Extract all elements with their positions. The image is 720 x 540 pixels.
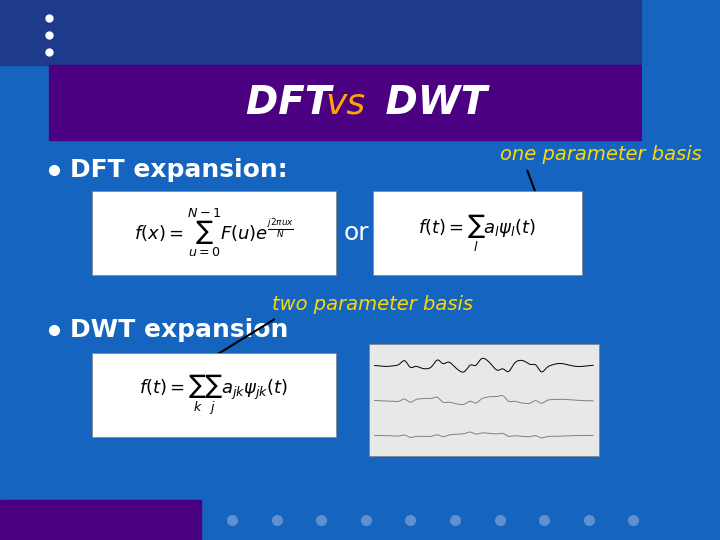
Text: vs: vs <box>325 86 365 120</box>
Text: two parameter basis: two parameter basis <box>272 295 473 314</box>
Bar <box>0 0 642 65</box>
Text: DFT: DFT <box>246 84 345 122</box>
Text: DFT expansion:: DFT expansion: <box>70 158 287 182</box>
Text: $f(t) = \sum_{l} a_l \psi_l(t)$: $f(t) = \sum_{l} a_l \psi_l(t)$ <box>418 212 536 254</box>
Text: DWT: DWT <box>345 84 487 122</box>
Text: or: or <box>344 221 369 245</box>
Text: $f(x) = \sum_{u=0}^{N-1} F(u)e^{\frac{j2\pi ux}{N}}$: $f(x) = \sum_{u=0}^{N-1} F(u)e^{\frac{j2… <box>134 206 294 260</box>
Text: one parameter basis: one parameter basis <box>500 145 701 165</box>
FancyBboxPatch shape <box>373 191 582 275</box>
Text: DWT expansion: DWT expansion <box>70 318 288 342</box>
FancyBboxPatch shape <box>92 191 336 275</box>
FancyBboxPatch shape <box>92 353 336 437</box>
FancyBboxPatch shape <box>369 344 598 456</box>
Text: $f(t) = \sum_{k}\sum_{j} a_{jk} \psi_{jk}(t)$: $f(t) = \sum_{k}\sum_{j} a_{jk} \psi_{jk… <box>140 373 289 417</box>
Bar <box>49 65 642 140</box>
Bar <box>0 500 201 540</box>
